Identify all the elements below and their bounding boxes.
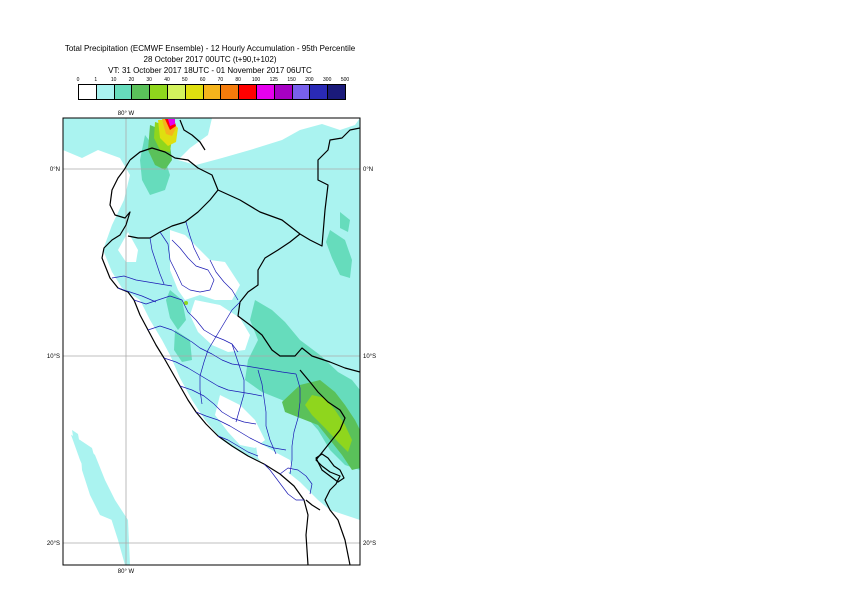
- lon-label-top: 80° W: [118, 111, 135, 117]
- border-colombia-north: [179, 119, 206, 151]
- chart-title-line-3: VT: 31 October 2017 18UTC - 01 November …: [108, 66, 312, 75]
- very-heavy-rain-southeast: [305, 395, 352, 452]
- legend-tick-label: 200: [305, 77, 314, 83]
- no-rain-area-coast: [118, 230, 240, 300]
- regional-borders: [111, 221, 313, 501]
- moderate-rain-patches: [166, 212, 352, 362]
- light-rain-streaks-ocean: [72, 430, 112, 520]
- legend-tick-label: 300: [323, 77, 332, 83]
- legend-tick-label: 10: [110, 77, 117, 83]
- chart-title-line-2: 28 October 2017 00UTC (t+90,t+102): [143, 55, 277, 64]
- legend-tick-label: 150: [287, 77, 296, 83]
- legend-tick-label: 60: [199, 77, 206, 83]
- legend-tick-label: 80: [235, 77, 241, 83]
- lake-titicaca: [315, 453, 345, 483]
- color-legend: 0 1 10 20 30 40 50 60 70 80 100 125 150 200 300 500: [76, 77, 350, 101]
- no-rain-area-ocean: [63, 150, 360, 565]
- intense-rain-core-magenta: [168, 119, 175, 126]
- lat-label-right-20s: 20°S: [363, 541, 376, 547]
- border-peru-brazil-south: [237, 233, 360, 373]
- legend-tick-label: 40: [164, 77, 170, 83]
- legend-tick-label: 500: [340, 77, 350, 83]
- lat-label-left-20s: 20°S: [47, 541, 60, 547]
- graticule: [63, 118, 360, 565]
- legend-tick-label: 50: [182, 77, 188, 83]
- lat-label-left-0n: 0°N: [50, 167, 60, 173]
- border-peru-brazil: [217, 127, 360, 247]
- rain-spot: [184, 301, 188, 305]
- legend-color-box: [327, 84, 346, 100]
- lat-label-right-10s: 10°S: [363, 354, 376, 360]
- country-borders: [101, 119, 360, 565]
- legend-tick-label: 1: [94, 77, 98, 83]
- legend-tick-label: 100: [251, 77, 261, 83]
- lat-label-right-0n: 0°N: [363, 167, 373, 173]
- legend-tick-label: 70: [217, 77, 224, 83]
- chart-title-line-1: Total Precipitation (ECMWF Ensemble) - 1…: [64, 44, 356, 53]
- heavy-rain-region-southeast: [282, 380, 360, 470]
- legend-tick-label: 20: [128, 77, 135, 83]
- legend-tick-label: 0: [76, 77, 80, 83]
- legend-tick-label: 30: [146, 77, 152, 83]
- lat-label-left-10s: 10°S: [47, 354, 60, 360]
- map-frame: [62, 117, 361, 566]
- lon-label-bottom: 80° W: [118, 569, 135, 575]
- border-peru-chile: [305, 499, 321, 511]
- no-rain-area-north: [150, 118, 360, 165]
- no-rain-area-andes: [190, 300, 292, 478]
- legend-tick-label: 125: [269, 77, 278, 83]
